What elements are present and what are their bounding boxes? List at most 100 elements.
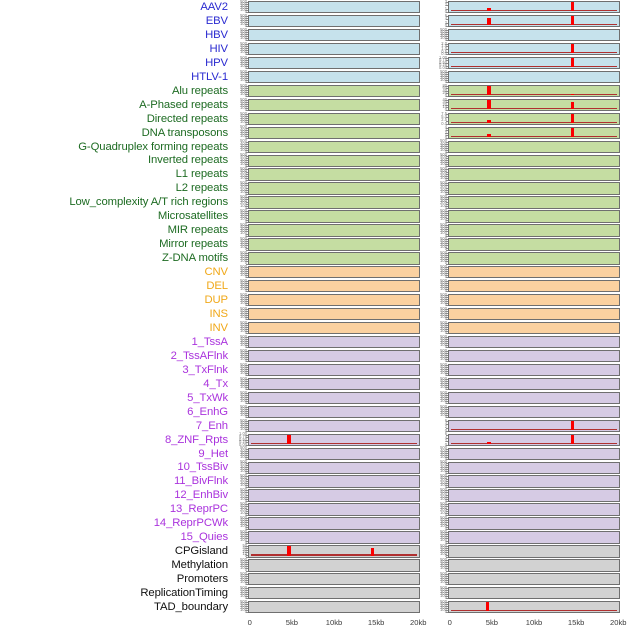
y-tick-label: 7.5 — [441, 110, 447, 116]
plot-area-left-23 — [248, 308, 420, 321]
plot-area-right-24 — [448, 321, 620, 335]
y-tick-label: 100 — [440, 565, 447, 571]
y-tick-label: 200 — [240, 5, 247, 11]
y-tick-mark — [446, 345, 448, 347]
y-tick-mark — [446, 54, 448, 56]
y-tick-mark — [446, 68, 448, 70]
y-tick-mark — [246, 245, 248, 247]
y-tick-label: 100 — [240, 411, 247, 417]
track-label-6-enhg: 6_EnhG — [187, 405, 228, 418]
plot-area-right-34 — [448, 461, 620, 474]
y-tick-label: 100 — [440, 593, 447, 599]
y-tick-label: 400 — [240, 461, 247, 467]
y-tick-mark — [446, 512, 448, 514]
y-tick-mark — [446, 528, 448, 530]
y-tick-label: 300 — [440, 449, 447, 455]
y-tick-label: 0 — [245, 163, 247, 168]
y-tick-mark — [446, 598, 448, 600]
y-tick-label: 2 — [445, 3, 447, 7]
y-tick-label: 300 — [440, 323, 447, 329]
y-tick-label: 0 — [245, 484, 247, 489]
y-tick-mark — [246, 546, 248, 548]
baseline — [450, 51, 618, 54]
y-tick-mark — [446, 295, 448, 297]
y-tick-mark — [246, 434, 248, 436]
y-tick-label: 0 — [245, 261, 247, 265]
y-tick-mark — [446, 93, 448, 95]
y-tick-mark — [246, 29, 248, 31]
y-tick-label: 500 — [240, 333, 247, 339]
y-tick-label: 300 — [440, 184, 447, 190]
y-tick-label: 500 — [240, 389, 247, 395]
plot-area-right-14 — [448, 182, 620, 195]
track-label-inv: INV — [209, 321, 228, 334]
y-tick-label: 500 — [440, 375, 447, 381]
y-tick-mark — [246, 89, 248, 91]
y-tick-label: 0 — [445, 428, 447, 433]
y-tick-label: 500 — [240, 417, 247, 423]
y-tick-label: 500 — [240, 305, 247, 311]
baseline — [450, 107, 618, 110]
y-tick-label: 500 — [440, 598, 447, 604]
y-tick-label: 3 — [445, 0, 447, 4]
y-tick-mark — [246, 197, 248, 199]
y-tick-label: 100 — [440, 397, 447, 403]
y-tick-label: 200 — [240, 186, 247, 192]
y-tick-mark — [246, 345, 248, 347]
y-tick-label: 200 — [240, 88, 247, 94]
y-tick-mark — [446, 604, 448, 606]
y-tick-mark — [446, 427, 448, 429]
y-tick-label: 2.0 — [441, 40, 447, 46]
track-label-8-znf-rpts: 8_ZNF_Rpts — [164, 433, 228, 446]
y-tick-mark — [246, 18, 248, 20]
y-tick-label: 100 — [240, 523, 247, 529]
plot-area-left-8 — [248, 98, 420, 112]
y-tick-mark — [446, 378, 448, 380]
y-tick-label: 100 — [240, 300, 247, 306]
y-tick-mark — [246, 578, 248, 580]
y-tick-label: 0 — [445, 359, 447, 363]
y-tick-mark — [446, 450, 448, 452]
y-tick-mark — [246, 137, 248, 139]
y-tick-mark — [246, 217, 248, 219]
plot-area-right-13 — [448, 168, 620, 181]
y-tick-mark — [446, 5, 448, 7]
y-tick-label: 400 — [240, 349, 247, 355]
y-tick-label: 400 — [240, 447, 247, 453]
plot-area-left-19 — [248, 252, 420, 265]
y-tick-mark — [246, 352, 248, 354]
y-tick-mark — [446, 430, 448, 432]
y-tick-label: 300 — [240, 170, 247, 176]
y-tick-label: 400 — [240, 98, 247, 104]
y-tick-mark — [246, 359, 248, 361]
y-tick-mark — [446, 311, 448, 313]
y-tick-label: 0.25 — [439, 62, 447, 68]
y-tick-mark — [446, 403, 448, 405]
y-tick-mark — [446, 137, 448, 139]
y-tick-label: 400 — [240, 266, 247, 272]
plot-area-left-27 — [248, 363, 420, 377]
y-tick-label: 200 — [240, 33, 247, 39]
y-tick-mark — [246, 225, 248, 227]
y-tick-label: 500 — [440, 347, 447, 353]
baseline — [450, 121, 618, 123]
track-label-z-dna-motifs: Z-DNA motifs — [162, 252, 228, 265]
y-tick-mark — [446, 498, 448, 500]
track-right-4: 0.0 0.5 1.0 1.5 2.0 — [428, 40, 620, 56]
y-tick-mark — [446, 514, 448, 516]
y-tick-mark — [246, 408, 248, 410]
y-tick-label: 500 — [440, 529, 447, 535]
y-tick-mark — [246, 165, 248, 167]
y-tick-mark — [446, 229, 448, 231]
y-tick-label: 0 — [245, 610, 247, 614]
y-tick-label: 400 — [240, 28, 247, 34]
y-tick-label: 1 — [445, 133, 447, 137]
y-tick-mark — [246, 357, 248, 359]
y-axis-right-2: 0246 — [428, 13, 448, 28]
y-tick-mark — [246, 596, 248, 598]
